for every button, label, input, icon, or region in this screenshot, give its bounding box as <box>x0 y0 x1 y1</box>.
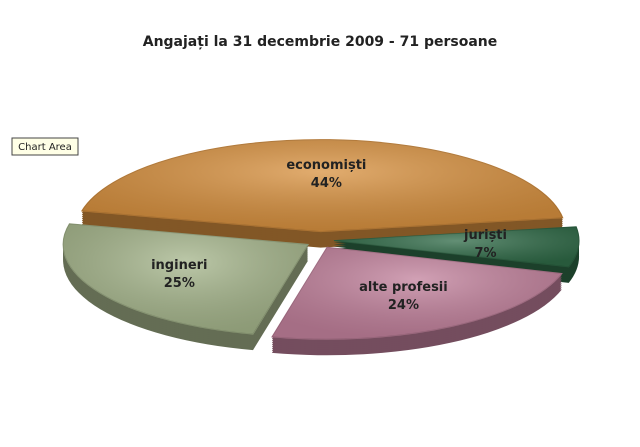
value-label: 7% <box>474 246 496 261</box>
value-label: 24% <box>388 298 419 313</box>
tooltip: Chart Area <box>18 142 72 153</box>
chart-title: Angajați la 31 decembrie 2009 - 71 perso… <box>143 34 498 50</box>
slice-shine <box>271 247 562 340</box>
tooltip-box <box>11 137 79 156</box>
slice-shine <box>333 226 579 267</box>
value-label: 25% <box>164 276 195 291</box>
slice-label: economiști <box>286 158 366 173</box>
pie <box>62 139 580 356</box>
slice-label: juriști <box>463 228 507 243</box>
slice-shine <box>63 223 309 335</box>
slice-label: alte profesii <box>359 280 448 295</box>
labels: economiști 44% juriști 7% alte profesii 24% in… <box>151 158 507 313</box>
slice-label: ingineri <box>151 258 207 273</box>
slice-shine <box>81 139 563 232</box>
value-label: 44% <box>311 176 342 191</box>
